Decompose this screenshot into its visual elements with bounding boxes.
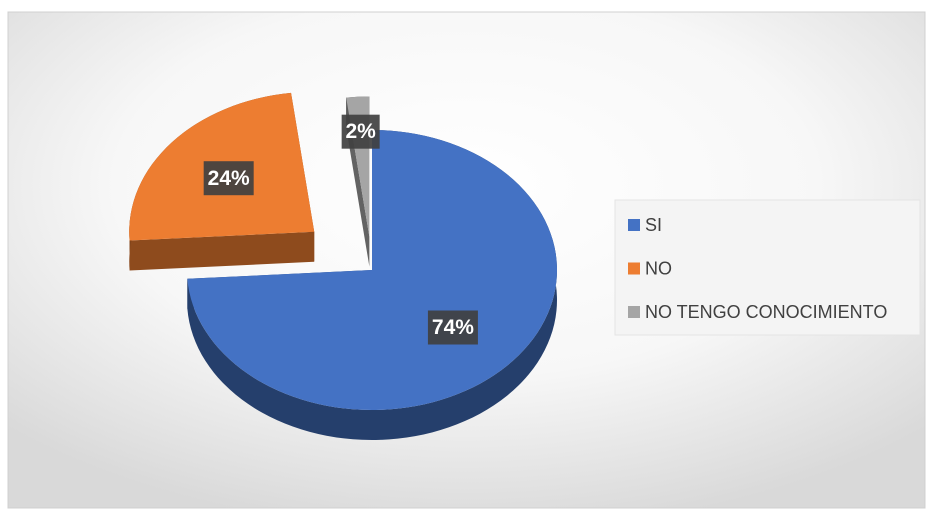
- legend-swatch: [628, 306, 640, 318]
- legend-label: NO TENGO CONOCIMIENTO: [645, 302, 887, 322]
- data-label-box: [427, 310, 478, 345]
- slice-wall: [129, 231, 315, 271]
- legend-label: SI: [645, 215, 662, 235]
- data-label: 2%: [345, 120, 376, 143]
- legend-label: NO: [645, 258, 672, 278]
- data-label-box: [341, 114, 380, 149]
- data-label: 74%: [432, 316, 474, 339]
- legend-box: [614, 199, 921, 336]
- pie: 74% 24% 2%: [129, 92, 557, 441]
- data-label-box: [203, 161, 254, 196]
- legend: SI NO NO TENGO CONOCIMIENTO: [628, 215, 887, 322]
- data-label: 24%: [208, 167, 250, 190]
- legend-swatch: [628, 219, 640, 231]
- legend-swatch: [628, 262, 640, 275]
